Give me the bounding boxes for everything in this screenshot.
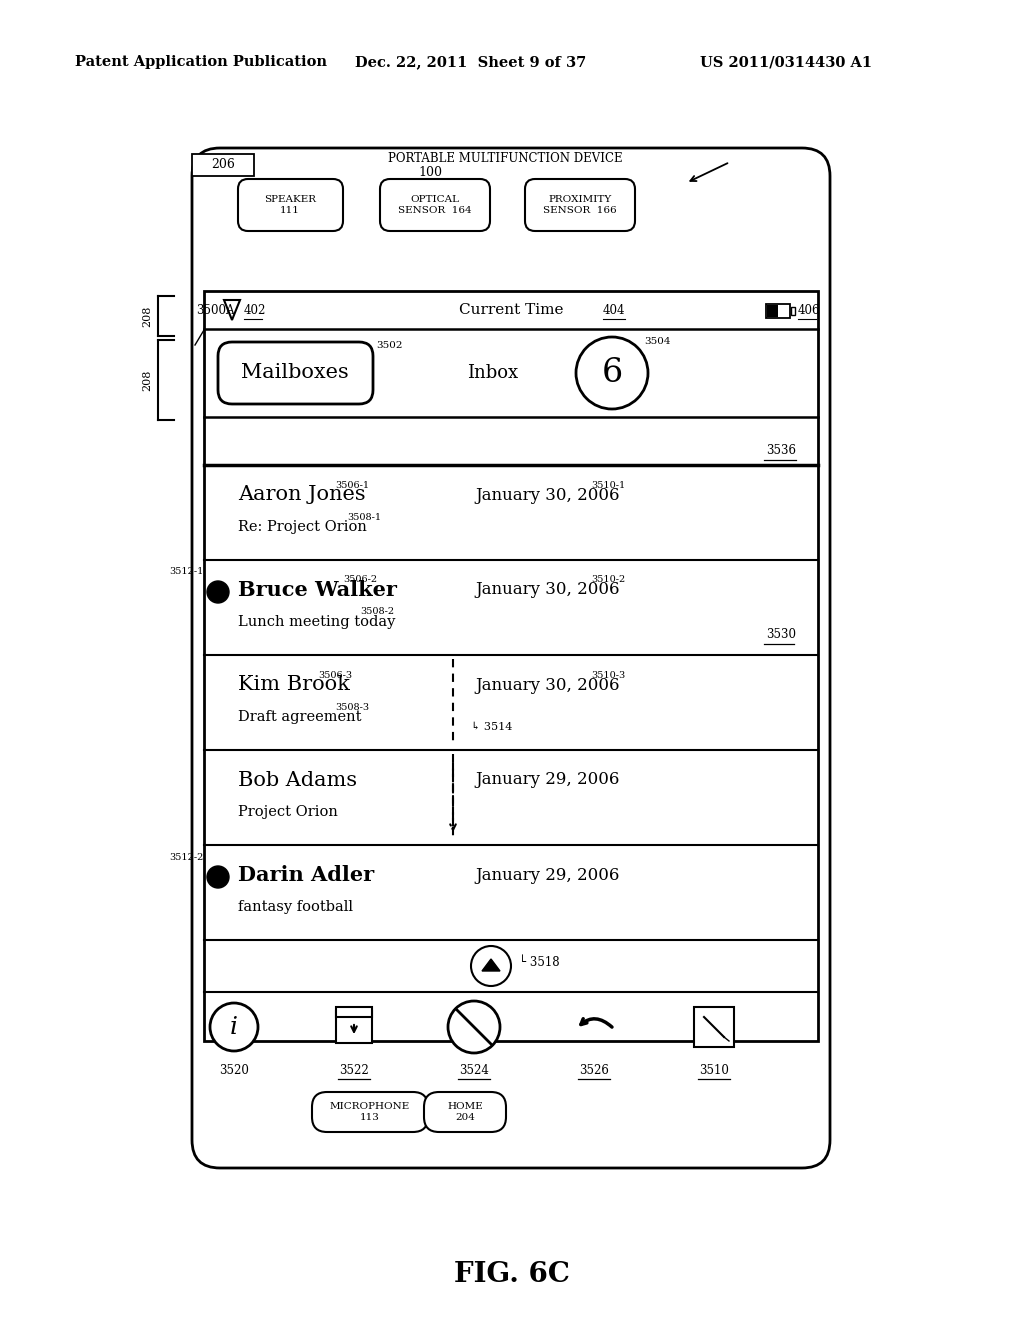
Text: 3512-1: 3512-1 <box>170 568 204 577</box>
Text: 100: 100 <box>418 166 442 180</box>
Text: January 30, 2006: January 30, 2006 <box>475 676 620 693</box>
Circle shape <box>207 866 229 888</box>
Text: Dec. 22, 2011  Sheet 9 of 37: Dec. 22, 2011 Sheet 9 of 37 <box>355 55 587 69</box>
Text: i: i <box>230 1015 238 1039</box>
Text: MICROPHONE
113: MICROPHONE 113 <box>330 1102 411 1122</box>
Text: Lunch meeting today: Lunch meeting today <box>238 615 395 630</box>
Text: 208: 208 <box>142 370 152 391</box>
Text: 3506-3: 3506-3 <box>318 671 353 680</box>
Text: Re: Project Orion: Re: Project Orion <box>238 520 367 535</box>
FancyBboxPatch shape <box>380 180 490 231</box>
FancyBboxPatch shape <box>525 180 635 231</box>
Circle shape <box>471 946 511 986</box>
Text: 3510-3: 3510-3 <box>591 671 626 680</box>
Text: 208: 208 <box>142 305 152 326</box>
Text: 3508-1: 3508-1 <box>347 512 382 521</box>
Text: PORTABLE MULTIFUNCTION DEVICE: PORTABLE MULTIFUNCTION DEVICE <box>388 152 623 165</box>
Text: 3536: 3536 <box>766 445 796 458</box>
Text: 3526: 3526 <box>579 1064 609 1077</box>
FancyBboxPatch shape <box>238 180 343 231</box>
Text: 6: 6 <box>601 356 623 389</box>
Text: 3504: 3504 <box>644 337 671 346</box>
Text: 3520: 3520 <box>219 1064 249 1077</box>
Text: January 29, 2006: January 29, 2006 <box>475 866 620 883</box>
Text: 3500A: 3500A <box>196 304 234 317</box>
Text: Patent Application Publication: Patent Application Publication <box>75 55 327 69</box>
FancyBboxPatch shape <box>424 1092 506 1133</box>
Circle shape <box>207 581 229 603</box>
Text: US 2011/0314430 A1: US 2011/0314430 A1 <box>700 55 872 69</box>
Text: Mailboxes: Mailboxes <box>241 363 349 383</box>
Text: PROXIMITY
SENSOR  166: PROXIMITY SENSOR 166 <box>543 195 616 215</box>
Text: 406: 406 <box>798 304 820 317</box>
Text: fantasy football: fantasy football <box>238 900 353 913</box>
Circle shape <box>449 1001 500 1053</box>
Text: Current Time: Current Time <box>459 304 563 317</box>
Text: Draft agreement: Draft agreement <box>238 710 361 723</box>
Text: └ 3518: └ 3518 <box>519 956 560 969</box>
FancyBboxPatch shape <box>336 1011 372 1043</box>
Text: Project Orion: Project Orion <box>238 805 338 818</box>
FancyBboxPatch shape <box>193 154 254 176</box>
Text: 3510: 3510 <box>699 1064 729 1077</box>
Text: ↳ 3514: ↳ 3514 <box>471 722 512 733</box>
Text: 3508-2: 3508-2 <box>359 607 394 616</box>
FancyBboxPatch shape <box>193 148 830 1168</box>
Text: Bob Adams: Bob Adams <box>238 771 357 789</box>
Text: 3512-2: 3512-2 <box>170 853 204 862</box>
Text: 3506-1: 3506-1 <box>335 480 370 490</box>
Text: January 29, 2006: January 29, 2006 <box>475 771 620 788</box>
Text: 206: 206 <box>211 158 234 172</box>
Circle shape <box>575 337 648 409</box>
Bar <box>791 308 795 315</box>
Text: OPTICAL
SENSOR  164: OPTICAL SENSOR 164 <box>398 195 472 215</box>
Text: Aaron Jones: Aaron Jones <box>238 486 366 504</box>
Bar <box>766 304 790 318</box>
Text: HOME
204: HOME 204 <box>447 1102 483 1122</box>
Text: Inbox: Inbox <box>467 364 518 381</box>
Text: SPEAKER
111: SPEAKER 111 <box>264 195 316 215</box>
Text: 3510-2: 3510-2 <box>591 576 626 585</box>
Text: Bruce Walker: Bruce Walker <box>238 579 397 601</box>
FancyBboxPatch shape <box>312 1092 428 1133</box>
Text: 3506-2: 3506-2 <box>344 576 378 585</box>
Bar <box>204 290 818 1041</box>
Text: 3502: 3502 <box>376 341 402 350</box>
Text: 3508-3: 3508-3 <box>335 702 369 711</box>
Text: Darin Adler: Darin Adler <box>238 865 374 884</box>
Bar <box>767 305 778 317</box>
Text: January 30, 2006: January 30, 2006 <box>475 582 620 598</box>
FancyBboxPatch shape <box>218 342 373 404</box>
Polygon shape <box>482 960 500 972</box>
Text: 3522: 3522 <box>339 1064 369 1077</box>
Text: 404: 404 <box>603 304 626 317</box>
Circle shape <box>210 1003 258 1051</box>
Text: 3530: 3530 <box>766 628 796 642</box>
Text: 402: 402 <box>244 304 266 317</box>
FancyBboxPatch shape <box>336 1007 372 1016</box>
Bar <box>694 1007 734 1047</box>
Text: FIG. 6C: FIG. 6C <box>454 1262 570 1288</box>
Text: Kim Brook: Kim Brook <box>238 676 350 694</box>
Text: January 30, 2006: January 30, 2006 <box>475 487 620 503</box>
Text: 3524: 3524 <box>459 1064 488 1077</box>
Text: 3510-1: 3510-1 <box>591 480 626 490</box>
